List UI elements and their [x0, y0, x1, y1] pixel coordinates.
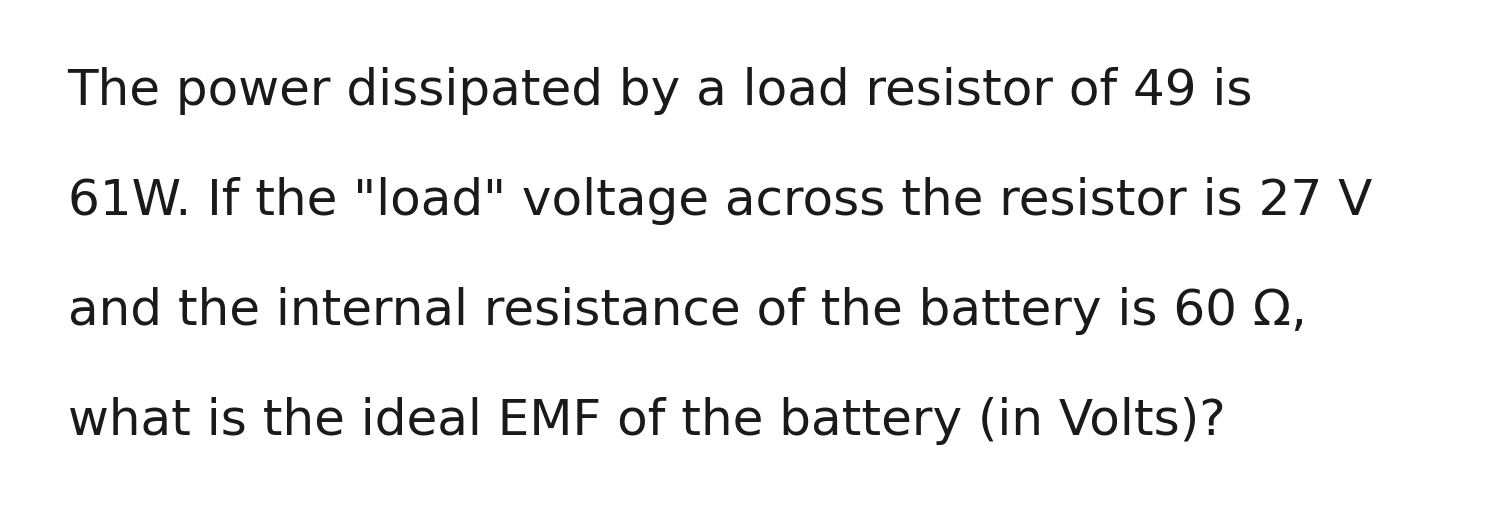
Text: 61W. If the "load" voltage across the resistor is 27 V: 61W. If the "load" voltage across the re…: [68, 177, 1372, 225]
Text: The power dissipated by a load resistor of 49 is: The power dissipated by a load resistor …: [68, 67, 1252, 115]
Text: and the internal resistance of the battery is 60 Ω,: and the internal resistance of the batte…: [68, 287, 1306, 335]
Text: what is the ideal EMF of the battery (in Volts)?: what is the ideal EMF of the battery (in…: [68, 397, 1225, 445]
